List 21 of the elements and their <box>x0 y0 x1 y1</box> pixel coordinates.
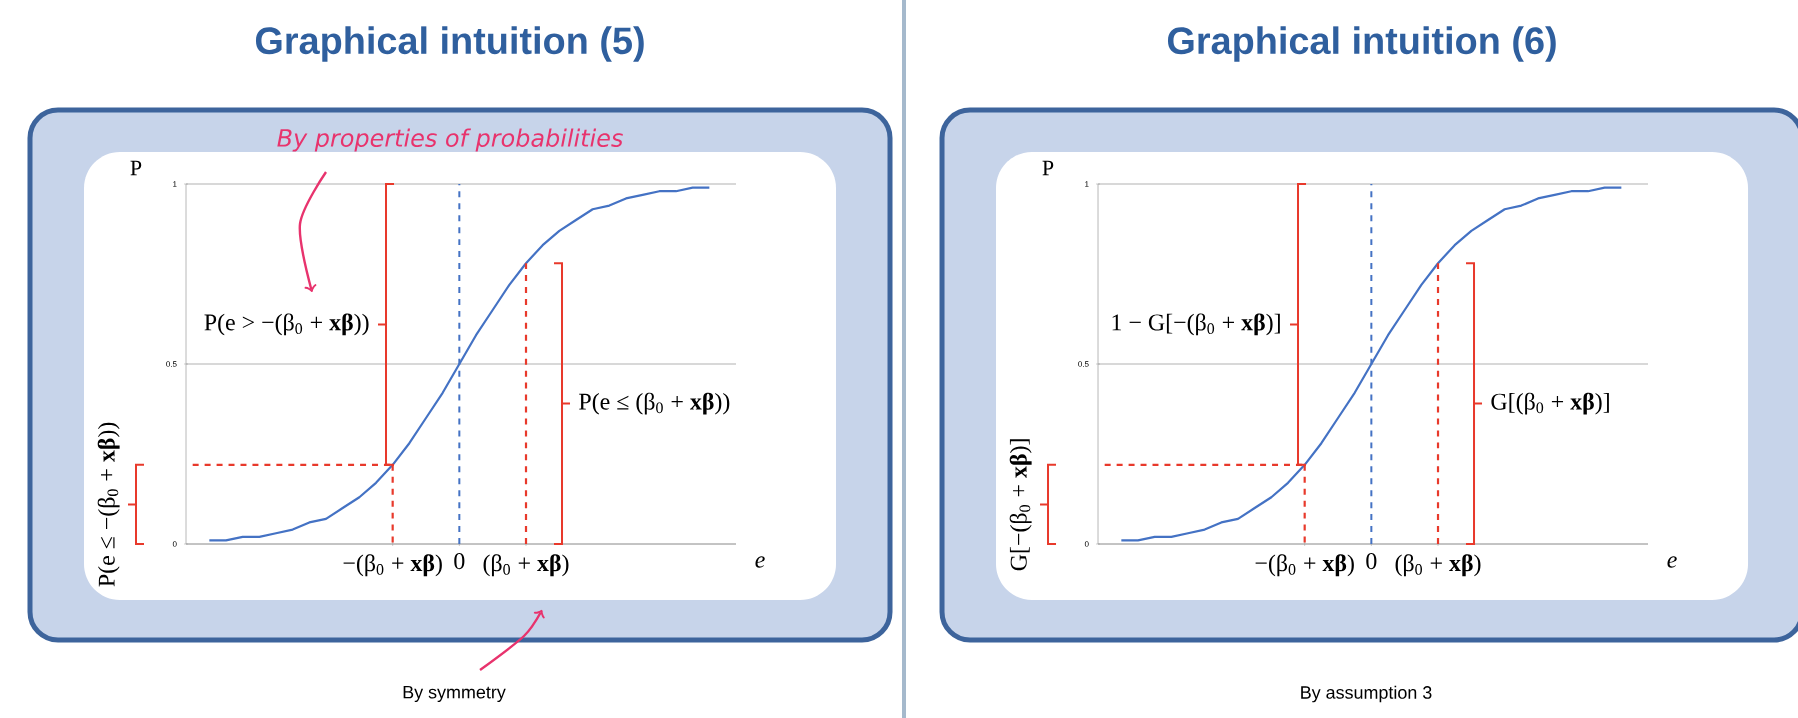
text: P(e ≤ −(β$_{0}$ + xβ)) <box>97 422 120 587</box>
x-tick-label: 0 <box>1366 553 1377 570</box>
x-tick-label: (β$_{0}$ + xβ) <box>1395 554 1481 577</box>
annotation: P(e ≤ (β$_{0}$ + xβ)) <box>579 392 730 415</box>
text: By assumption 3 <box>1301 685 1432 703</box>
x-tick-label: (β$_{0}$ + xβ) <box>483 554 569 577</box>
text: By symmetry <box>403 685 506 703</box>
x-tick-label: −(β$_{0}$ + xβ) <box>343 554 442 577</box>
x-tick-label: 0 <box>454 553 465 570</box>
annotation: G[(β$_{0}$ + xβ)] <box>1491 392 1609 415</box>
chart-title: Graphical intuition (6) <box>1167 26 1556 62</box>
x-tick-label: −(β$_{0}$ + xβ) <box>1255 554 1354 577</box>
text: By properties of probabilities <box>277 128 623 152</box>
x-axis-title: e <box>755 556 765 568</box>
annotation: P(e > −(β$_{0}$ + xβ)) <box>204 313 369 336</box>
chart-title: Graphical intuition (5) <box>255 26 644 62</box>
annotation: 1 − G[−(β$_{0}$ + xβ)] <box>1112 313 1280 336</box>
x-axis-title: e <box>1667 556 1677 568</box>
y-axis-title: P <box>130 160 142 176</box>
y-axis-title: P <box>1042 160 1054 176</box>
text: G[−(β$_{0}$ + xβ)] <box>1009 439 1032 571</box>
